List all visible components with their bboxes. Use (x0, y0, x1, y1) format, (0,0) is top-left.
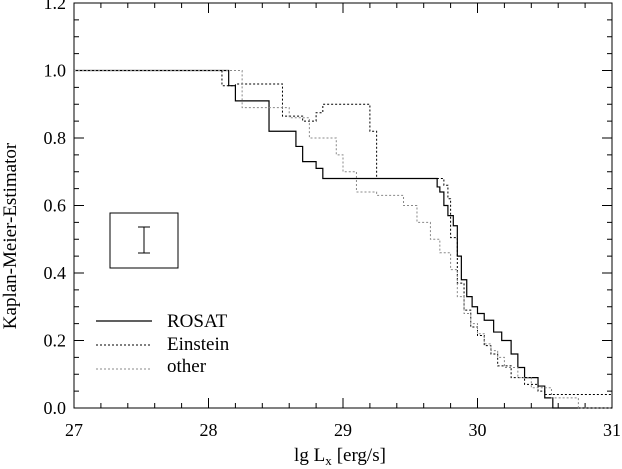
error-bar-box (109, 212, 179, 269)
legend: ROSAT Einstein other (96, 311, 230, 377)
x-tick-label: 27 (65, 420, 83, 440)
x-axis-label-subscript: x (325, 453, 332, 468)
y-tick-label: 0.2 (44, 331, 67, 351)
x-tick-label: 29 (334, 420, 352, 440)
legend-label-other: other (167, 356, 207, 377)
y-tick-label: 0.4 (44, 263, 67, 283)
plot-frame (73, 2, 613, 409)
x-axis-label-unit: [erg/s] (337, 445, 386, 466)
legend-label-rosat: ROSAT (167, 311, 228, 332)
x-axis-label-main: lg L (294, 445, 325, 466)
series-line-einstein (74, 70, 612, 395)
y-tick-label: 0.6 (44, 196, 67, 216)
y-tick-label: 1.0 (44, 61, 67, 81)
series-line-rosat (74, 69, 612, 409)
series-line-other (74, 70, 612, 409)
x-axis-label: lg Lx [erg/s] (294, 445, 386, 468)
y-tick-label: 1.2 (44, 0, 67, 13)
y-tick-label: 0.8 (44, 128, 67, 148)
x-tick-label: 30 (469, 420, 487, 440)
x-tick-label: 28 (200, 420, 218, 440)
x-tick-label: 31 (603, 420, 621, 440)
error-bar-inset (109, 212, 179, 269)
y-tick-label: 0.0 (44, 398, 67, 418)
y-axis-label: Kaplan-Meier-Estimator (0, 142, 21, 329)
legend-label-einstein: Einstein (167, 334, 230, 355)
